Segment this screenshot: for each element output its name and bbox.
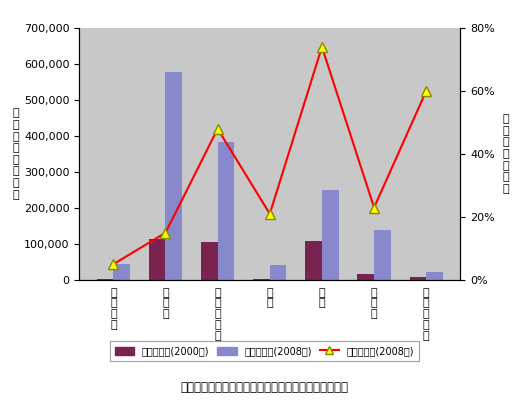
Y-axis label: 利
用
者
率
（
％
）: 利 用 者 率 （ ％ ） (503, 114, 509, 194)
Bar (358, 274, 374, 280)
Bar (166, 72, 182, 280)
Bar (426, 272, 443, 280)
Bar (409, 277, 426, 280)
Bar (113, 264, 130, 280)
Bar (322, 190, 339, 280)
Y-axis label: 利
用
者
数
（
千
人
）: 利 用 者 数 （ 千 人 ） (12, 108, 19, 200)
Bar (97, 278, 113, 280)
Bar (270, 265, 287, 280)
Bar (217, 142, 234, 280)
Bar (201, 242, 217, 280)
Bar (305, 241, 322, 280)
Bar (253, 279, 270, 280)
Text: 笥５図　世界の地域ごとのインターネット利用者推移: 笥５図 世界の地域ごとのインターネット利用者推移 (180, 381, 349, 394)
Bar (149, 239, 166, 280)
Legend: ：利用者数(2000年), ：利用者数(2008年), ：利用者率(2008年): ：利用者数(2000年), ：利用者数(2008年), ：利用者率(2008年) (110, 342, 419, 361)
Bar (374, 230, 391, 280)
